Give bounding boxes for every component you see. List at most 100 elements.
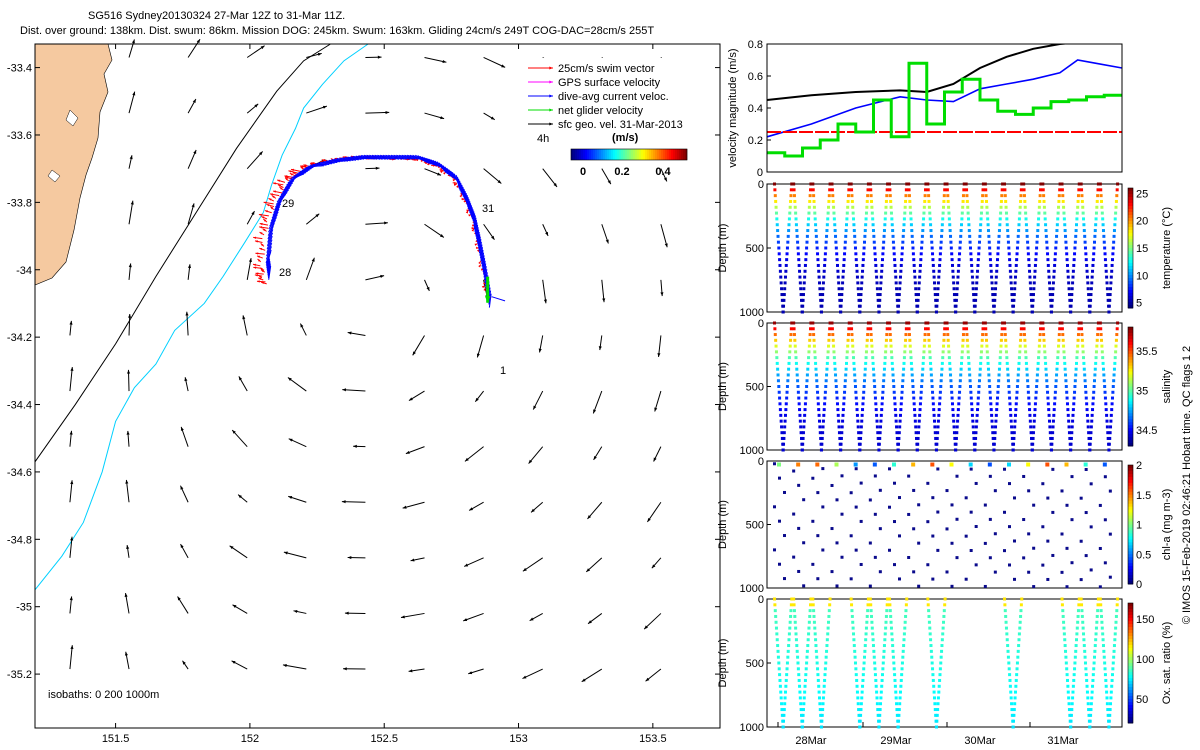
chl-point [1103,561,1107,565]
profile-point [889,205,893,209]
profile-point [1007,661,1011,665]
profile-point [1103,258,1107,262]
current-vector [477,229,480,244]
chl-point [1060,532,1064,536]
profile-point [942,199,946,203]
profile-point [1112,655,1116,659]
geostrophic-arrow [180,426,189,447]
profile-point [851,626,855,630]
chl-point [1108,489,1112,493]
profile-point [939,385,943,388]
profile-point [1096,333,1100,337]
profile-point [1081,620,1085,624]
profile-point [1088,304,1092,308]
colorbar-cell [1128,551,1133,555]
profile-point [912,402,916,406]
profile-point [1068,298,1072,302]
current-vector [446,167,456,180]
profile-point [891,234,895,238]
colorbar-cell [1128,206,1133,210]
profile-point [1024,223,1028,227]
profile-point [825,234,829,238]
colorbar-cell [581,149,584,160]
profile-point [1067,431,1071,435]
profile-point [934,298,938,302]
profile-point [956,281,960,285]
colorbar-cell [1128,368,1133,373]
colorbar-cell [1128,630,1133,634]
profile-point [878,436,882,440]
geostrophic-arrow [464,446,484,462]
profile-point [827,194,831,198]
chl-point [964,534,968,538]
chl-point [945,489,949,493]
chl-surface-point [872,462,877,467]
geostrophic-arrow [645,668,662,682]
profile-point [1101,217,1105,221]
current-vector [478,239,482,254]
profile-point [1100,620,1104,624]
geostrophic-arrow [601,224,609,244]
profile-point [931,258,935,262]
profile-point [1113,356,1117,360]
profile-point [946,194,950,198]
profile-point [1035,385,1039,388]
profile-point [1076,338,1080,342]
profile-point [1007,667,1011,671]
profile-point [1105,690,1109,694]
profile-point [1047,413,1051,417]
profile-point [938,258,942,262]
chl-point [821,505,825,509]
colorbar-cell [629,149,632,160]
profile-point [1106,298,1110,302]
profile-point [803,690,807,694]
chl-point [993,570,997,574]
profile-point [1000,327,1004,331]
profile-point [1071,269,1075,273]
profile-point [930,246,934,250]
profile-point [915,310,919,314]
profile-point [862,655,866,659]
chl-point [955,474,959,478]
profile-point [1031,431,1035,435]
chl-point [821,548,825,552]
current-vector [478,234,481,249]
profile-point [902,223,906,227]
chl-point [773,462,776,466]
profile-point [773,327,777,331]
profile-point [928,211,932,215]
profile-point [932,281,936,285]
current-vector [480,247,483,262]
profile-point [904,609,908,613]
isobaths-label: isobaths: 0 200 1000m [48,689,159,701]
profile-point [1008,269,1012,273]
y-tick-label: 0.4 [748,103,763,115]
profile-point [1011,448,1015,452]
profile-point [839,448,843,452]
profile-point [1088,442,1092,446]
colorbar-cell [1128,563,1133,567]
colorbar-cell [619,149,622,160]
profile-point [1068,713,1072,717]
profile-point [856,287,860,291]
colorbar-cell [1128,359,1133,364]
chl-point [811,476,815,480]
profile-point [1005,223,1009,227]
profile-point [1013,702,1017,706]
profile-point [902,356,906,360]
profile-point [1089,708,1093,712]
profile-point [1061,614,1065,618]
profile-point [992,304,996,308]
colorbar-cell [1128,690,1133,694]
profile-point [988,252,992,256]
profile-point [836,269,840,273]
profile-point [1094,356,1098,360]
profile-point [937,269,941,273]
profile-point [1075,626,1079,630]
profile-point [1057,194,1061,198]
profile-point [914,287,918,291]
profile-point [808,199,812,203]
profile-point [801,293,805,297]
profile-point [883,223,887,227]
profile-point [897,713,901,717]
